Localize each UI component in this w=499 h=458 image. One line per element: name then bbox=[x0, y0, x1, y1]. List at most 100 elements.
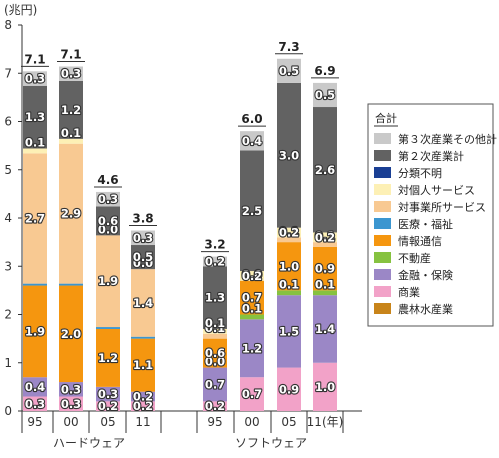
x-category-label: 11 bbox=[135, 415, 150, 429]
segment-value-label: 0.1 bbox=[25, 136, 45, 150]
segment-value-label: 0.1 bbox=[315, 229, 335, 243]
segment-value-label: 0.2 bbox=[205, 254, 225, 268]
x-group-label: ハードウェア bbox=[53, 436, 125, 450]
total-label: 7.1 bbox=[24, 52, 45, 66]
segment-value-label: 0.2 bbox=[133, 390, 153, 404]
segment-value-label: 0.2 bbox=[279, 225, 299, 239]
segment-value-label: 0.3 bbox=[61, 382, 81, 396]
segment-value-label: 1.9 bbox=[98, 274, 118, 288]
total-label: 3.8 bbox=[132, 212, 153, 226]
segment-value-label: 0.6 bbox=[98, 214, 118, 228]
segment-value-label: 0.4 bbox=[242, 134, 262, 148]
legend-swatch bbox=[374, 303, 391, 314]
segment-value-label: 1.3 bbox=[205, 291, 225, 305]
segment-value-label: 0.9 bbox=[279, 382, 299, 396]
segment-value-label: 0.3 bbox=[25, 397, 45, 411]
bar-segment bbox=[277, 367, 301, 411]
segment-value-label: 1.0 bbox=[279, 259, 299, 273]
bar-segment bbox=[277, 237, 301, 243]
bar-segment bbox=[96, 206, 120, 236]
legend-swatch bbox=[374, 252, 391, 263]
legend-label: 商業 bbox=[398, 285, 420, 299]
bar-segment bbox=[277, 295, 301, 368]
bar-segment bbox=[240, 280, 264, 315]
legend: 合計 第３次産業その他計第２次産業計分類不明対個人サービス対事業所サービス医療・… bbox=[367, 103, 497, 327]
bar-segment bbox=[96, 235, 120, 328]
bar-segment bbox=[96, 191, 120, 207]
legend-swatch bbox=[374, 235, 391, 246]
segment-value-label: 0.2 bbox=[242, 269, 262, 283]
x-category-label: 95 bbox=[207, 415, 222, 429]
legend-label: 第２次産業計 bbox=[398, 149, 464, 163]
bar-segment bbox=[23, 153, 47, 284]
bar-segment bbox=[96, 401, 120, 411]
segment-value-label: 1.5 bbox=[279, 324, 299, 338]
legend-label: 対個人サービス bbox=[398, 183, 475, 197]
segment-value-label: 0.3 bbox=[98, 387, 118, 401]
legend-swatch bbox=[374, 201, 391, 212]
bar-segment bbox=[131, 245, 155, 270]
segment-value-label: 1.2 bbox=[98, 351, 118, 365]
segment-value-label: 0.3 bbox=[61, 397, 81, 411]
bar-segment bbox=[96, 328, 120, 387]
segment-value-label: 0.3 bbox=[61, 67, 81, 81]
y-unit-label: (兆円) bbox=[4, 3, 37, 17]
total-label: 6.0 bbox=[241, 112, 262, 126]
bar-segment bbox=[240, 319, 264, 378]
bar-segment bbox=[96, 327, 120, 329]
segment-value-label: 0.5 bbox=[315, 88, 335, 102]
bar-segment bbox=[59, 285, 83, 383]
bar-segment bbox=[96, 386, 120, 402]
segment-value-label: 0.0 bbox=[133, 256, 153, 270]
bar-segment bbox=[277, 58, 301, 83]
segment-value-label: 0.1 bbox=[279, 277, 299, 291]
segment-value-label: 0.7 bbox=[242, 291, 262, 305]
bar-segment bbox=[203, 328, 227, 334]
legend-label: 不動産 bbox=[398, 251, 431, 265]
x-category-label: 05 bbox=[100, 415, 115, 429]
segment-value-label: 0.0 bbox=[205, 355, 225, 369]
segment-value-label: 0.4 bbox=[25, 380, 45, 394]
bars bbox=[23, 58, 337, 411]
bar-segment bbox=[59, 80, 83, 139]
bar-segment bbox=[203, 266, 227, 329]
total-label: 6.9 bbox=[314, 64, 335, 78]
y-tick-label: 0 bbox=[4, 404, 12, 418]
segment-value-label: 1.2 bbox=[61, 103, 81, 117]
bar-segment bbox=[23, 71, 47, 86]
x-category-label: 00 bbox=[244, 415, 259, 429]
segment-value-label: 0.9 bbox=[315, 262, 335, 276]
bar-segment bbox=[313, 242, 337, 247]
segment-value-label: 1.4 bbox=[133, 296, 153, 310]
bar-segment bbox=[131, 338, 155, 392]
legend-swatch bbox=[374, 286, 391, 297]
bar-segment bbox=[240, 377, 264, 411]
segment-value-label: 0.1 bbox=[315, 277, 335, 291]
legend-label: 農林水産業 bbox=[398, 302, 453, 316]
bar-segment bbox=[240, 314, 264, 320]
y-tick-label: 2 bbox=[4, 308, 12, 322]
segment-value-label: 0.7 bbox=[205, 377, 225, 391]
bar-segment bbox=[23, 148, 47, 154]
segment-value-label: 2.9 bbox=[61, 207, 81, 221]
bar-segment bbox=[313, 246, 337, 291]
total-labels: 7.1 7.1 4.6 3.8 3.2 6.0 7.3 6.9 bbox=[21, 40, 339, 253]
segment-value-label: 0.2 bbox=[205, 399, 225, 413]
legend-label: 分類不明 bbox=[398, 167, 442, 180]
bar-segment bbox=[23, 283, 47, 286]
bar-segment bbox=[313, 232, 337, 243]
legend-title: 合計 bbox=[375, 111, 397, 125]
legend-swatch bbox=[374, 269, 391, 280]
segment-value-label: 0.2 bbox=[315, 230, 335, 244]
segment-value-label: 0.1 bbox=[61, 126, 81, 140]
bar-segment bbox=[240, 271, 264, 281]
segment-value-label: 0.1 bbox=[205, 321, 225, 335]
legend-swatch bbox=[374, 167, 391, 178]
bar-segment bbox=[313, 107, 337, 233]
bar-segment bbox=[203, 401, 227, 411]
total-label: 7.1 bbox=[60, 47, 81, 61]
bar-segment bbox=[313, 362, 337, 411]
x-axis: 95 00 05 11 95 00 05 11(年) ハードウェア ソフトウェア bbox=[21, 411, 344, 450]
segment-value-label: 2.6 bbox=[315, 163, 335, 177]
legend-label: 情報通信 bbox=[398, 235, 442, 248]
